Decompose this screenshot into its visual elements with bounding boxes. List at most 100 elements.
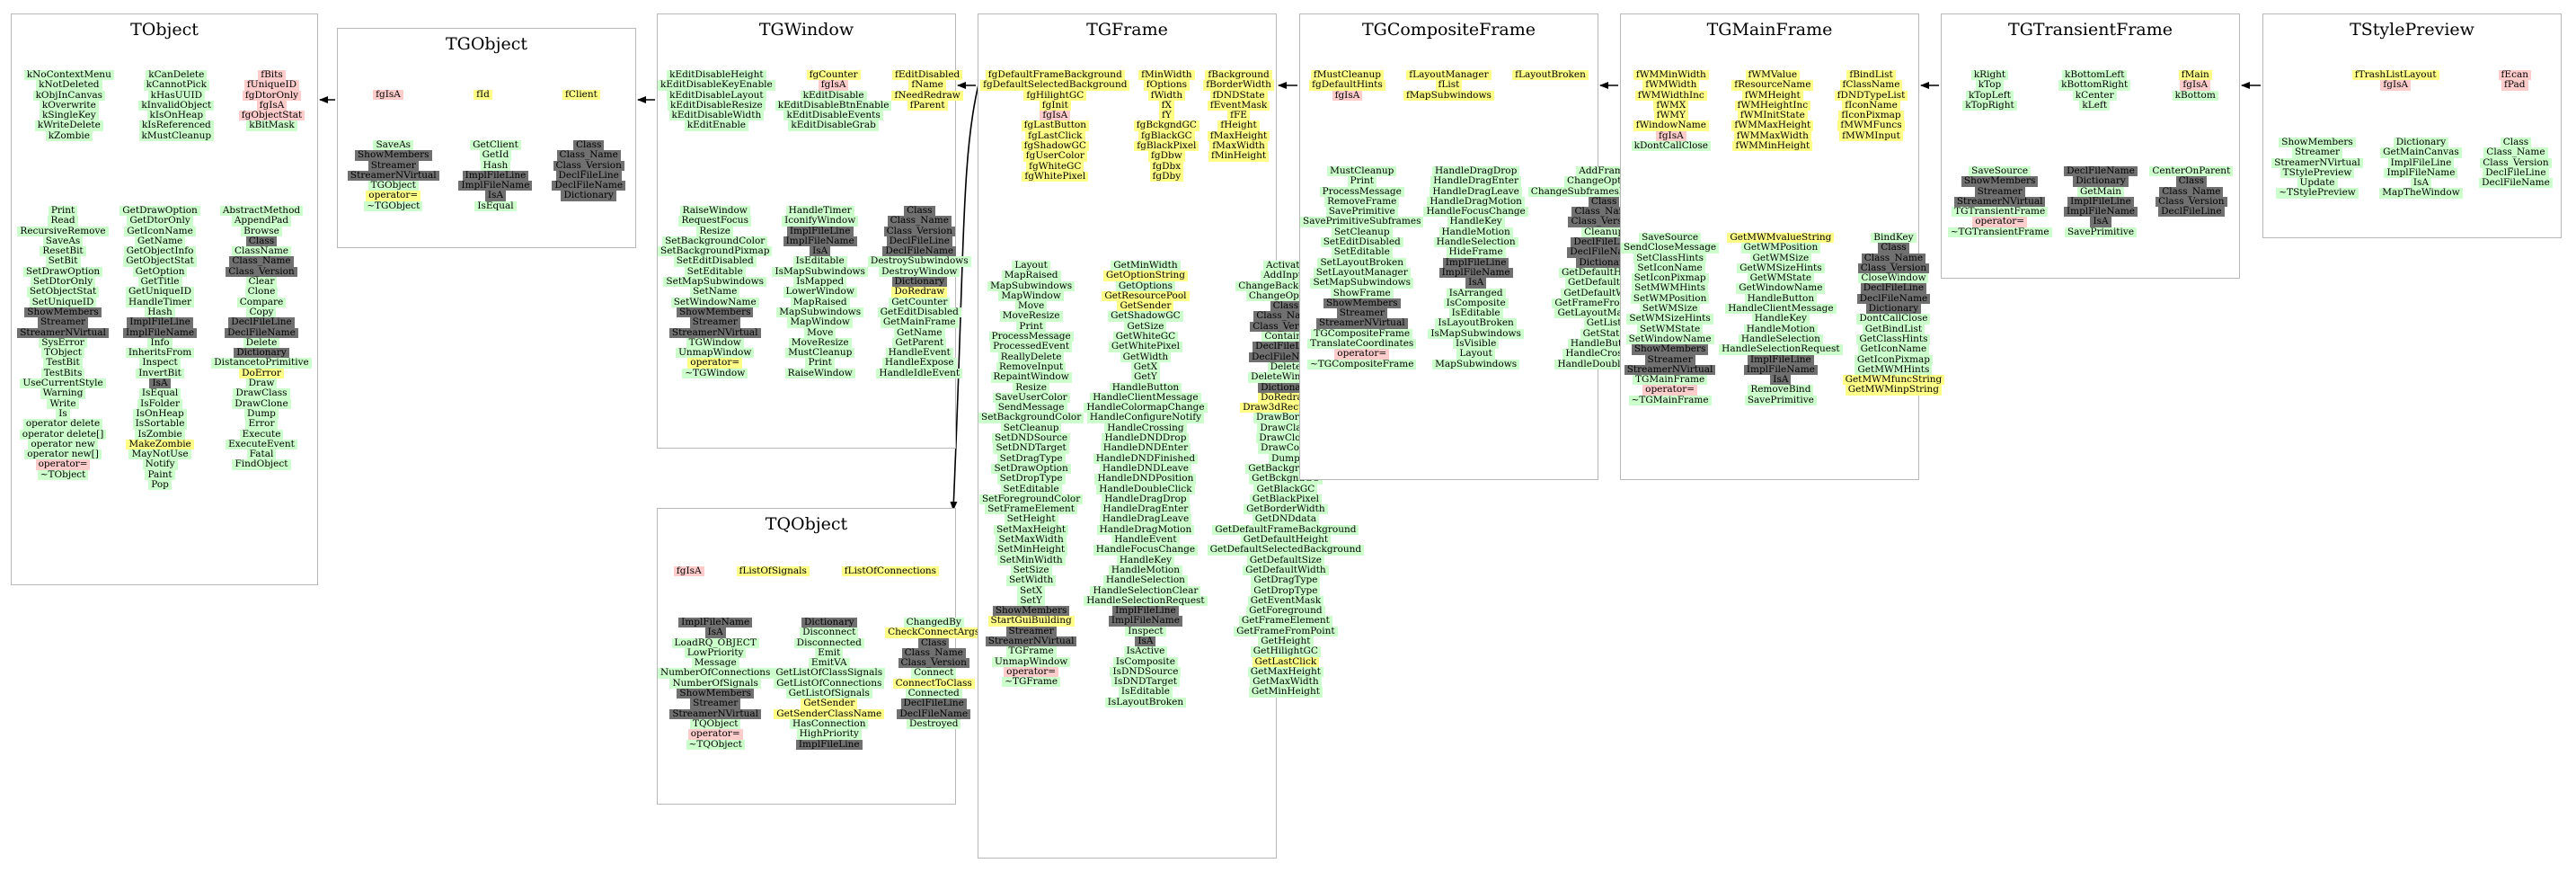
- member-item: fHeight: [1217, 120, 1260, 131]
- member-column: fWMMinWidth fWMWidth fWMWidthInc fWMX fWMY fW…: [1631, 69, 1712, 152]
- member-item: IsComposite: [1443, 298, 1509, 309]
- member-item: ImplFileLine: [2387, 157, 2455, 168]
- member-item: HandleDNDLeave: [1099, 463, 1191, 475]
- member-column: fgIsA: [673, 565, 704, 577]
- member-column: BindKey Class Class_Name Class_Version Close…: [1842, 232, 1945, 405]
- member-item: fMaxWidth: [1209, 140, 1268, 152]
- member-item: fWindowName: [1633, 120, 1709, 131]
- member-item: SetLayoutManager: [1313, 267, 1411, 279]
- member-item: SetMWMHints: [1632, 283, 1708, 294]
- member-item: fgDbx: [1149, 161, 1184, 172]
- member-item: GetHilightGC: [1250, 645, 1321, 657]
- member-item: GetWhiteGC: [1112, 331, 1179, 343]
- member-column: fMinWidth fOptions fWidth fX fY fgBckgndGC fgB…: [1133, 69, 1199, 182]
- member-item: CheckConnectArgs: [885, 627, 983, 638]
- member-column: Layout MapRaised MapSubwindows MapWindow Mov…: [978, 260, 1084, 707]
- member-item: SetCleanup: [1331, 227, 1393, 238]
- member-item: Class: [904, 205, 935, 217]
- member-function-section: MustCleanup Print ProcessMessage RemoveFram…: [1300, 165, 1680, 369]
- member-item: GetDefaultSelectedBackground: [1207, 545, 1365, 556]
- member-item: DoError: [239, 368, 284, 379]
- member-column: fgDefaultFrameBackground fgDefaultSelecte…: [980, 69, 1130, 182]
- member-item: ProcessMessage: [1319, 186, 1404, 197]
- member-item: Connected: [905, 688, 962, 699]
- class-box-tgcompositeframe: TGCompositeFrame fMustCleanup fgDefaultHin…: [1299, 13, 1680, 480]
- member-item: LoadRQ_OBJECT: [671, 637, 759, 648]
- member-item: GetMaxWidth: [1250, 676, 1322, 688]
- member-column: fEcan fPad: [2498, 69, 2531, 91]
- member-item: SetBit: [45, 256, 81, 267]
- class-title: TGTransientFrame: [2008, 20, 2173, 40]
- member-function-section: SaveAs ShowMembers Streamer StreamerNVirtua…: [338, 139, 635, 212]
- member-item: LowPriority: [684, 647, 747, 659]
- member-item: ResetBit: [40, 245, 86, 257]
- class-box-tgtransientframe: TGTransientFrame kRight kTop kTopLeft kTopRi…: [1941, 13, 2240, 279]
- member-item: fX: [1158, 100, 1175, 111]
- member-item: IsA: [149, 378, 171, 389]
- member-item: GetDefaultHeight: [1240, 534, 1332, 546]
- member-item: MapWindow: [998, 290, 1064, 302]
- member-item: MapSubwindows: [987, 280, 1076, 291]
- member-item: DeclFileName: [1567, 247, 1641, 258]
- member-item: ShowMembers: [676, 307, 754, 318]
- member-item: fLayoutBroken: [1512, 69, 1589, 81]
- member-item: Compare: [236, 297, 287, 307]
- member-item: kLeft: [2079, 100, 2111, 111]
- member-item: ImplFileName: [458, 180, 533, 191]
- member-item: fgCounter: [806, 69, 861, 81]
- member-item: HandleClientMessage: [1725, 303, 1837, 315]
- member-item: fgIsA: [1655, 130, 1686, 142]
- member-item: GetMWMvalueString: [1727, 232, 1835, 244]
- member-item: fNeedRedraw: [891, 90, 963, 101]
- member-item: ShowMembers: [2279, 137, 2356, 148]
- member-item: fFE: [1227, 110, 1250, 121]
- member-item: fBits: [258, 69, 286, 81]
- member-item: Move: [804, 327, 837, 338]
- member-item: Class_Version: [553, 160, 624, 171]
- member-column: AddFrame ChangeOptions ChangeSubframesBack…: [1527, 165, 1680, 369]
- member-item: ImplFileName: [1438, 267, 1513, 279]
- member-item: Inspect: [1125, 626, 1166, 636]
- member-item: ImplFileName: [2384, 167, 2458, 179]
- member-item: Class: [1878, 242, 1909, 254]
- member-item: Resize: [696, 226, 734, 236]
- member-item: HandleCrossing: [1562, 349, 1645, 360]
- member-item: HandleSelectionRequest: [1084, 595, 1208, 607]
- member-item: InheritsFrom: [125, 347, 195, 359]
- member-item: SaveAs: [373, 139, 414, 151]
- member-item: Class: [572, 139, 605, 151]
- member-item: fgDefaultHints: [1309, 79, 1385, 91]
- member-item: DeclFileName: [1249, 352, 1323, 362]
- member-item: Class: [1270, 300, 1302, 312]
- member-column: CenterOnParent Class Class_Name Class_Versi…: [2149, 165, 2234, 237]
- member-item: Class: [245, 236, 278, 247]
- member-item: ChangeOptions: [1245, 290, 1325, 302]
- class-title: TGCompositeFrame: [1361, 20, 1536, 40]
- member-item: GetMinWidth: [1111, 260, 1181, 271]
- member-item: SetEditable: [1000, 484, 1062, 494]
- member-item: IsEditable: [1118, 687, 1173, 698]
- member-item: HandleTimer: [785, 205, 854, 217]
- member-item: fgIsA: [1332, 90, 1363, 101]
- member-item: HasConnection: [790, 718, 869, 730]
- member-item: fWidth: [1147, 90, 1186, 101]
- member-item: kTop: [1975, 79, 2005, 91]
- member-item: StreamerNVirtual: [17, 327, 109, 338]
- member-item: SetWMPosition: [1630, 293, 1710, 305]
- member-item: HandleDragEnter: [1430, 175, 1522, 187]
- member-item: AddFrame: [1576, 165, 1632, 177]
- member-column: Class Class_Name Class_Version DeclFileLine…: [552, 139, 626, 211]
- member-data-section: kRight kTop kTopLeft kTopRight kBottomLeft kB…: [1942, 69, 2239, 111]
- member-item: fgWhiteGC: [1026, 161, 1084, 172]
- member-item: HandleButton: [1744, 293, 1818, 305]
- member-item: MoveResize: [999, 311, 1063, 322]
- member-item: HandleDragDrop: [1431, 165, 1520, 177]
- member-item: IsDNDSource: [1110, 666, 1182, 678]
- member-item: Dictionary: [1258, 382, 1314, 393]
- member-item: fWMX: [1653, 100, 1689, 111]
- member-item: SendMessage: [995, 402, 1067, 414]
- member-item: MapSubwindows: [776, 307, 864, 318]
- member-item: IsArranged: [1446, 288, 1506, 298]
- member-item: fWMHeightInc: [1734, 100, 1811, 111]
- member-item: SetEditDisabled: [673, 256, 757, 267]
